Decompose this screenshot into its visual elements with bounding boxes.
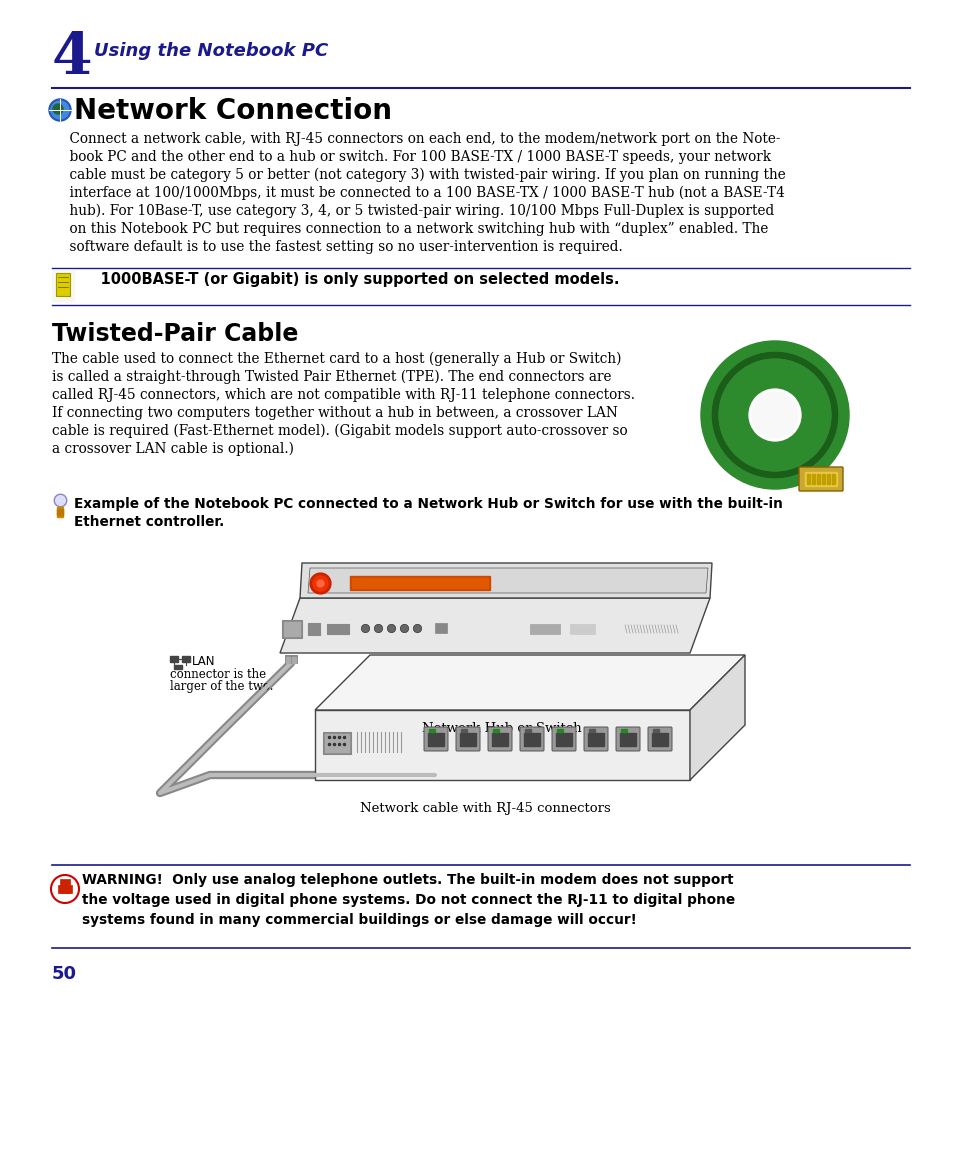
Bar <box>350 576 490 590</box>
Polygon shape <box>308 568 707 593</box>
Bar <box>459 733 476 746</box>
Bar <box>57 509 63 515</box>
Text: If connecting two computers together without a hub in between, a crossover LAN: If connecting two computers together wit… <box>52 407 618 420</box>
Text: 50: 50 <box>52 964 77 983</box>
FancyBboxPatch shape <box>488 726 512 751</box>
Polygon shape <box>280 598 709 653</box>
Bar <box>327 624 349 634</box>
Text: WARNING!  Only use analog telephone outlets. The built-in modem does not support: WARNING! Only use analog telephone outle… <box>82 873 733 887</box>
Bar <box>569 624 595 634</box>
FancyBboxPatch shape <box>552 726 576 751</box>
Bar <box>429 729 435 732</box>
Text: software default is to use the fastest setting so no user-intervention is requir: software default is to use the fastest s… <box>52 240 622 254</box>
Polygon shape <box>299 562 711 598</box>
Circle shape <box>49 99 71 121</box>
Polygon shape <box>56 273 70 296</box>
FancyBboxPatch shape <box>456 726 479 751</box>
Text: Network Hub or Switch: Network Hub or Switch <box>422 722 581 735</box>
Polygon shape <box>689 655 744 780</box>
Bar <box>323 732 351 754</box>
Text: a crossover LAN cable is optional.): a crossover LAN cable is optional.) <box>52 442 294 456</box>
Bar <box>804 472 836 486</box>
Bar <box>52 270 74 301</box>
Text: systems found in many commercial buildings or else damage will occur!: systems found in many commercial buildin… <box>82 912 636 927</box>
Text: the voltage used in digital phone systems. Do not connect the RJ-11 to digital p: the voltage used in digital phone system… <box>82 893 735 907</box>
Text: cable must be category 5 or better (not category 3) with twisted-pair wiring. If: cable must be category 5 or better (not … <box>52 167 785 182</box>
FancyBboxPatch shape <box>799 467 842 491</box>
Bar <box>292 657 295 663</box>
Text: LAN: LAN <box>192 655 215 668</box>
Bar <box>811 474 814 484</box>
Bar <box>170 656 178 662</box>
Text: larger of the two.: larger of the two. <box>170 680 274 693</box>
Bar <box>173 665 182 669</box>
Text: on this Notebook PC but requires connection to a network switching hub with “dup: on this Notebook PC but requires connect… <box>52 222 767 236</box>
Text: Network cable with RJ-45 connectors: Network cable with RJ-45 connectors <box>359 802 610 815</box>
FancyBboxPatch shape <box>616 726 639 751</box>
FancyBboxPatch shape <box>519 726 543 751</box>
FancyBboxPatch shape <box>583 726 607 751</box>
Text: 1000BASE-T (or Gigabit) is only supported on selected models.: 1000BASE-T (or Gigabit) is only supporte… <box>80 271 618 286</box>
Bar <box>816 474 820 484</box>
Bar <box>831 474 834 484</box>
Bar <box>284 623 299 636</box>
FancyBboxPatch shape <box>423 726 448 751</box>
Text: cable is required (Fast-Ethernet model). (Gigabit models support auto-crossover : cable is required (Fast-Ethernet model).… <box>52 424 627 439</box>
Polygon shape <box>314 655 744 710</box>
Circle shape <box>53 104 63 114</box>
Text: called RJ-45 connectors, which are not compatible with RJ-11 telephone connector: called RJ-45 connectors, which are not c… <box>52 388 635 402</box>
Text: Network Connection: Network Connection <box>74 97 392 125</box>
Text: hub). For 10Base-T, use category 3, 4, or 5 twisted-pair wiring. 10/100 Mbps Ful: hub). For 10Base-T, use category 3, 4, o… <box>52 204 774 218</box>
Bar <box>285 655 296 663</box>
Bar <box>821 474 824 484</box>
FancyBboxPatch shape <box>647 726 671 751</box>
Bar <box>556 733 572 746</box>
Text: Twisted-Pair Cable: Twisted-Pair Cable <box>52 322 298 346</box>
Text: Connect a network cable, with RJ-45 connectors on each end, to the modem/network: Connect a network cable, with RJ-45 conn… <box>52 132 780 146</box>
Bar <box>588 729 595 732</box>
Bar <box>620 729 626 732</box>
Bar <box>428 733 443 746</box>
Text: interface at 100/1000Mbps, it must be connected to a 100 BASE-TX / 1000 BASE-T h: interface at 100/1000Mbps, it must be co… <box>52 186 784 200</box>
Bar <box>286 657 290 663</box>
Bar <box>587 733 603 746</box>
Text: is called a straight-through Twisted Pair Ethernet (TPE). The end connectors are: is called a straight-through Twisted Pai… <box>52 370 611 385</box>
Bar <box>619 733 636 746</box>
Bar <box>308 623 319 635</box>
Bar <box>492 733 507 746</box>
Bar <box>182 656 190 662</box>
Text: 4: 4 <box>52 30 92 85</box>
Polygon shape <box>314 710 689 780</box>
Bar <box>530 624 559 634</box>
Text: Example of the Notebook PC connected to a Network Hub or Switch for use with the: Example of the Notebook PC connected to … <box>74 497 782 511</box>
Text: connector is the: connector is the <box>170 668 266 681</box>
Circle shape <box>51 100 69 119</box>
Bar <box>58 885 71 893</box>
Bar <box>524 729 531 732</box>
Text: The cable used to connect the Ethernet card to a host (generally a Hub or Switch: The cable used to connect the Ethernet c… <box>52 352 620 366</box>
Bar <box>352 578 488 588</box>
Bar <box>435 623 447 633</box>
Bar <box>282 620 302 638</box>
Bar <box>325 733 349 752</box>
Bar <box>806 474 809 484</box>
Text: book PC and the other end to a hub or switch. For 100 BASE-TX / 1000 BASE-T spee: book PC and the other end to a hub or sw… <box>52 150 770 164</box>
Bar <box>460 729 467 732</box>
Bar <box>652 729 659 732</box>
Bar <box>651 733 667 746</box>
Bar <box>557 729 562 732</box>
Text: Ethernet controller.: Ethernet controller. <box>74 515 224 529</box>
Bar <box>57 507 63 517</box>
Text: Using the Notebook PC: Using the Notebook PC <box>94 42 328 60</box>
Circle shape <box>751 392 797 438</box>
Bar <box>493 729 498 732</box>
Bar <box>523 733 539 746</box>
Bar <box>60 879 70 893</box>
Bar <box>826 474 829 484</box>
